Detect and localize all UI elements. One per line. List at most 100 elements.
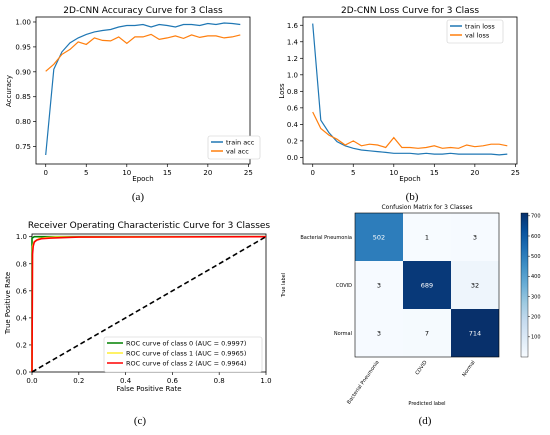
confusion-cell-value: 3 bbox=[473, 234, 477, 242]
accuracy-y-axis-label: Accuracy bbox=[5, 75, 13, 107]
accuracy-y-tick-label: 0.95 bbox=[15, 43, 31, 51]
loss-legend-label: train loss bbox=[465, 23, 495, 31]
loss-x-tick-label: 20 bbox=[470, 169, 479, 177]
confusion-cell bbox=[403, 213, 451, 261]
loss-series-1-line bbox=[312, 111, 508, 149]
confusion-row-label: Bacterial Pneumonia bbox=[300, 235, 352, 241]
accuracy-chart: 2D-CNN Accuracy Curve for 3 Class 0.750.… bbox=[5, 6, 261, 183]
loss-x-axis-label: Epoch bbox=[399, 175, 420, 183]
roc-series-2-line bbox=[31, 235, 267, 373]
accuracy-y-tick-label: 0.90 bbox=[15, 68, 31, 76]
colorbar-tick-label: 600 bbox=[531, 234, 541, 240]
colorbar-tick-label: 100 bbox=[531, 335, 541, 341]
roc-y-axis-label: True Positive Rate bbox=[4, 272, 12, 335]
confusion-matrix-cells: 502 1 3 3 689 32 3 7 714 bbox=[355, 213, 499, 357]
confusion-cell bbox=[451, 261, 499, 309]
roc-x-ticks: 0.0 0.2 0.4 0.6 0.8 1.0 bbox=[26, 372, 272, 385]
accuracy-x-tick-label: 15 bbox=[163, 169, 172, 177]
roc-legend: ROC curve of class 0 (AUC = 0.9997) ROC c… bbox=[103, 336, 263, 373]
confusion-cell-value: 1 bbox=[425, 234, 429, 242]
loss-chart: 2D-CNN Loss Curve for 3 Class 0.00.20.40… bbox=[278, 6, 520, 183]
roc-legend-label: ROC curve of class 1 (AUC = 0.9965) bbox=[126, 350, 246, 358]
accuracy-y-tick-label: 0.75 bbox=[15, 143, 31, 151]
confusion-cell bbox=[355, 213, 403, 261]
roc-x-tick-label: 1.0 bbox=[260, 377, 271, 385]
accuracy-x-tick-label: 5 bbox=[84, 169, 88, 177]
loss-y-tick-label: 0.2 bbox=[287, 137, 298, 145]
accuracy-y-tick-label: 0.80 bbox=[15, 118, 31, 126]
roc-y-tick-label: 0.6 bbox=[16, 287, 28, 295]
accuracy-x-tick-label: 20 bbox=[203, 169, 212, 177]
roc-y-tick-label: 0.4 bbox=[16, 314, 28, 322]
confusion-col-label: Bacterial Pneumonia bbox=[346, 360, 381, 406]
loss-x-tick-label: 5 bbox=[351, 169, 355, 177]
confusion-cell-value: 32 bbox=[471, 282, 479, 290]
roc-legend-label: ROC curve of class 2 (AUC = 0.9964) bbox=[126, 360, 246, 368]
confusion-col-labels: Bacterial Pneumonia COVID Normal bbox=[346, 360, 477, 406]
confusion-cell-value: 502 bbox=[373, 234, 385, 242]
confusion-cell-value: 7 bbox=[425, 330, 429, 338]
roc-y-tick-label: 0.0 bbox=[16, 369, 27, 377]
roc-y-tick-label: 0.8 bbox=[16, 260, 27, 268]
loss-x-tick-label: 25 bbox=[511, 169, 520, 177]
roc-legend-box bbox=[103, 336, 263, 373]
confusion-cell bbox=[403, 261, 451, 309]
confusion-y-axis-label: True label bbox=[281, 273, 287, 298]
loss-y-tick-label: 1.0 bbox=[287, 71, 298, 79]
roc-y-tick-label: 0.2 bbox=[16, 341, 27, 349]
loss-y-tick-label: 1.4 bbox=[287, 38, 299, 46]
caption-c: (c) bbox=[134, 415, 147, 427]
roc-legend-label: ROC curve of class 0 (AUC = 0.9997) bbox=[126, 340, 246, 348]
confusion-matrix-frame bbox=[354, 212, 500, 358]
accuracy-x-tick-label: 0 bbox=[43, 169, 47, 177]
colorbar-tick-label: 300 bbox=[531, 294, 541, 300]
confusion-col-label: COVID bbox=[414, 360, 428, 377]
loss-series-0-line bbox=[312, 23, 508, 156]
roc-curves bbox=[31, 235, 267, 373]
colorbar-tick-label: 400 bbox=[531, 274, 541, 280]
confusion-matrix-title: Confusion Matrix for 3 Classes bbox=[381, 204, 472, 211]
accuracy-series-0-line bbox=[45, 22, 241, 156]
accuracy-y-tick-label: 0.85 bbox=[15, 93, 31, 101]
accuracy-y-tick-label: 1.00 bbox=[15, 18, 31, 26]
confusion-colorbar: 100 200 300 400 500 600 700 bbox=[520, 212, 541, 358]
accuracy-plot-frame bbox=[35, 16, 251, 165]
confusion-cell-value: 3 bbox=[377, 282, 381, 290]
roc-chart-title: Receiver Operating Characteristic Curve … bbox=[28, 221, 271, 231]
loss-plot-frame bbox=[302, 16, 518, 165]
confusion-row-label: COVID bbox=[336, 283, 352, 289]
roc-x-tick-label: 0.4 bbox=[120, 377, 132, 385]
accuracy-x-tick-label: 10 bbox=[122, 169, 131, 177]
accuracy-chart-title: 2D-CNN Accuracy Curve for 3 Class bbox=[63, 6, 223, 16]
roc-x-tick-label: 0.6 bbox=[167, 377, 179, 385]
caption-b: (b) bbox=[406, 191, 419, 203]
confusion-matrix: Confusion Matrix for 3 Classes 502 1 3 3 689… bbox=[281, 204, 541, 407]
loss-legend-label: val loss bbox=[465, 32, 490, 40]
accuracy-series-1-line bbox=[45, 33, 241, 72]
confusion-cell bbox=[451, 213, 499, 261]
confusion-col-label: Normal bbox=[461, 360, 476, 378]
loss-y-tick-label: 0.8 bbox=[287, 88, 298, 96]
accuracy-series-lines bbox=[45, 22, 241, 156]
confusion-cell bbox=[355, 261, 403, 309]
confusion-cell-value: 689 bbox=[421, 282, 433, 290]
accuracy-x-tick-label: 25 bbox=[244, 169, 253, 177]
loss-x-ticks: 0 5 10 15 20 25 bbox=[310, 164, 520, 177]
loss-y-tick-label: 0.0 bbox=[287, 154, 298, 162]
confusion-cell-value: 714 bbox=[469, 330, 481, 338]
colorbar-tick-label: 200 bbox=[531, 314, 541, 320]
loss-x-tick-label: 0 bbox=[310, 169, 314, 177]
accuracy-y-ticks: 0.75 0.80 0.85 0.90 0.95 1.00 bbox=[15, 18, 36, 151]
accuracy-legend-label: train acc bbox=[226, 139, 255, 147]
loss-y-tick-label: 1.6 bbox=[287, 22, 299, 30]
roc-diagonal-reference-line bbox=[31, 236, 267, 373]
roc-chart: Receiver Operating Characteristic Curve … bbox=[4, 221, 272, 393]
loss-y-tick-label: 0.6 bbox=[287, 104, 299, 112]
loss-x-tick-label: 15 bbox=[430, 169, 439, 177]
confusion-x-axis-label: Predicted label bbox=[408, 401, 445, 407]
accuracy-legend-label: val acc bbox=[226, 148, 249, 156]
roc-x-tick-label: 0.8 bbox=[214, 377, 225, 385]
